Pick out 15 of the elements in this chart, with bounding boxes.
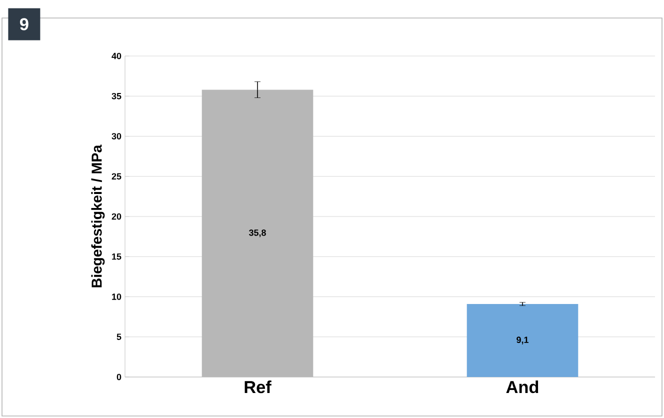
data-label: 35,8: [248, 230, 266, 238]
y-axis-title: Biegefestigkeit / MPa: [91, 144, 105, 288]
y-tick-label: 10: [112, 294, 122, 300]
x-tick-label: Ref: [244, 380, 272, 394]
x-tick-label: And: [506, 380, 538, 394]
y-tick-label: 25: [112, 173, 122, 180]
text: 9: [20, 18, 28, 30]
y-tick-label: 20: [112, 213, 122, 220]
y-tick-label: 0: [116, 374, 122, 380]
y-tick-label: 35: [112, 92, 122, 100]
data-label: 9,1: [516, 336, 528, 344]
y-tick-label: 5: [116, 334, 122, 340]
y-tick-label: 40: [112, 52, 122, 60]
y-tick-label: 15: [112, 253, 122, 260]
y-tick-label: 30: [112, 133, 122, 140]
